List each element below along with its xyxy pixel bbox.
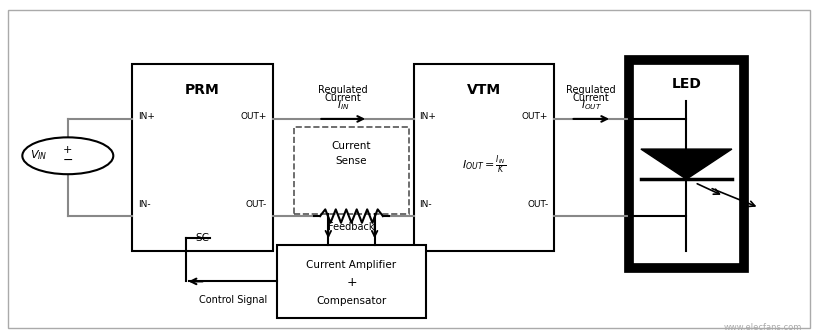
Text: IN+: IN+ bbox=[419, 112, 436, 121]
Text: Compensator: Compensator bbox=[317, 295, 386, 306]
Text: $I_{OUT}$: $I_{OUT}$ bbox=[581, 98, 602, 113]
Text: OUT-: OUT- bbox=[527, 200, 548, 209]
Text: Regulated: Regulated bbox=[318, 85, 368, 95]
Text: PRM: PRM bbox=[185, 83, 220, 97]
Text: $I_{IN}$: $I_{IN}$ bbox=[337, 98, 350, 113]
Text: Current: Current bbox=[332, 141, 371, 151]
Polygon shape bbox=[641, 149, 732, 179]
Text: −: − bbox=[63, 154, 73, 167]
Text: IN+: IN+ bbox=[138, 112, 155, 121]
Text: Current: Current bbox=[325, 93, 361, 103]
Bar bbox=[294, 127, 409, 214]
Bar bbox=[132, 64, 273, 251]
Text: LED: LED bbox=[672, 77, 701, 91]
Text: IN-: IN- bbox=[419, 200, 432, 209]
Text: Current Amplifier: Current Amplifier bbox=[307, 260, 396, 270]
Text: Feedback: Feedback bbox=[328, 222, 375, 232]
Text: $V_{IN}$: $V_{IN}$ bbox=[30, 148, 47, 162]
Bar bbox=[629, 60, 744, 268]
Text: www.elecfans.com: www.elecfans.com bbox=[724, 323, 802, 332]
Text: OUT+: OUT+ bbox=[522, 112, 548, 121]
Text: +: + bbox=[63, 145, 73, 155]
Text: Current: Current bbox=[573, 93, 609, 103]
Text: IN-: IN- bbox=[138, 200, 151, 209]
Bar bbox=[414, 64, 554, 251]
Bar bbox=[277, 245, 426, 318]
Text: SC: SC bbox=[196, 233, 209, 243]
Text: Control Signal: Control Signal bbox=[198, 295, 267, 305]
Text: Regulated: Regulated bbox=[566, 85, 616, 95]
Text: Sense: Sense bbox=[336, 156, 367, 166]
Text: VTM: VTM bbox=[466, 83, 501, 97]
Circle shape bbox=[22, 137, 113, 174]
Text: +: + bbox=[347, 276, 356, 289]
Text: OUT+: OUT+ bbox=[241, 112, 267, 121]
Text: $I_{OUT}=\frac{I_{IN}}{K}$: $I_{OUT}=\frac{I_{IN}}{K}$ bbox=[461, 153, 506, 176]
Text: OUT-: OUT- bbox=[246, 200, 267, 209]
